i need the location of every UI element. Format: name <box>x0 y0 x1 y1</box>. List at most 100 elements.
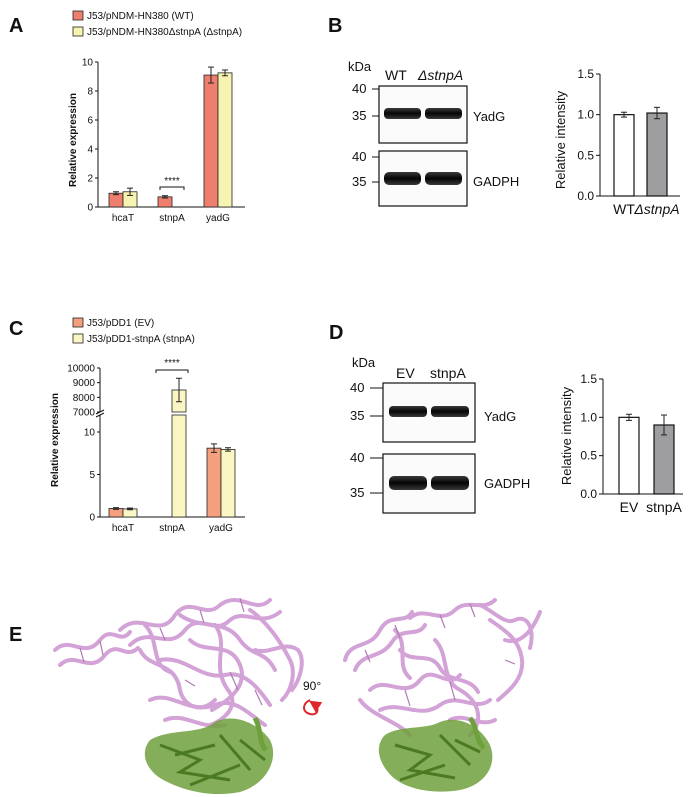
marker-35-top-b: 35 <box>352 108 366 123</box>
y-tick-label-c: 0 <box>89 513 95 524</box>
lane-label-delta-stnpa: ΔstnpA <box>417 67 463 83</box>
significance-a: **** <box>164 176 180 187</box>
y-axis-title-c: Relative expression <box>50 393 61 487</box>
legend-label-ev: J53/pDD1 (EV) <box>87 318 154 329</box>
y-axis-title-a: Relative expression <box>68 93 79 187</box>
y-tick-label-c: 10000 <box>67 364 95 375</box>
x-tick-label-a: yadG <box>206 213 230 224</box>
rna-rungs-left <box>79 597 263 706</box>
chart-a: 0 2 4 6 8 10 hcaT stnpA yadG <box>82 58 245 224</box>
y-tick-label-a: 0 <box>87 203 93 214</box>
legend-swatch-ev <box>72 317 84 328</box>
panel-letter-b: B <box>328 15 342 37</box>
bar-a <box>217 72 233 208</box>
band-gadph-delta <box>425 172 462 185</box>
panel-a: A J53/pNDM-HN380 (WT) J53/pNDM-HN380Δstn… <box>9 10 245 224</box>
panel-letter-a: A <box>9 15 23 37</box>
marker-40-top-d: 40 <box>350 380 364 395</box>
protein-label-gadph-d: GADPH <box>484 476 530 491</box>
x-tick-label-c: stnpA <box>159 523 185 534</box>
rna-structure-left <box>53 598 304 728</box>
marker-35-top-d: 35 <box>350 408 364 423</box>
y-tick-label-d: 1.0 <box>580 410 597 424</box>
chart-b: 0.0 0.5 1.0 1.5 WT ΔstnpA <box>577 67 680 217</box>
bar-c <box>206 447 222 518</box>
y-tick-label-b: 0.0 <box>577 189 594 203</box>
lane-label-ev: EV <box>396 365 415 381</box>
protein-label-yadg-b: YadG <box>473 109 505 124</box>
legend-swatch-stnpa <box>72 333 84 344</box>
marker-35-bottom-d: 35 <box>350 485 364 500</box>
legend-label-wt: J53/pNDM-HN380 (WT) <box>87 11 194 22</box>
band-gadph-wt <box>384 172 421 185</box>
x-tick-label-a: hcaT <box>112 213 134 224</box>
y-tick-label-d: 0.5 <box>580 449 597 463</box>
band-yadg-stnpa <box>431 406 469 417</box>
significance-bracket-a <box>159 186 185 190</box>
panel-c: C J53/pDD1 (EV) J53/pDD1-stnpA (stnpA) 0… <box>9 317 245 534</box>
band-gadph-stnpa <box>431 476 469 490</box>
y-axis-title-d: Relative intensity <box>559 386 574 485</box>
x-tick-label-a: stnpA <box>159 213 185 224</box>
significance-c: **** <box>164 358 180 369</box>
significance-bracket-c <box>155 369 189 373</box>
rotation-arrow-icon <box>303 699 323 716</box>
y-tick-label-a: 4 <box>87 145 93 156</box>
bar-b <box>646 112 668 197</box>
bar-d <box>618 416 640 495</box>
protein-structure-left <box>144 716 274 795</box>
panel-e: E <box>9 597 542 795</box>
axis-break-mark-c <box>95 412 105 418</box>
bar-b <box>613 114 635 197</box>
y-tick-label-b: 1.5 <box>577 67 594 81</box>
rotation-label: 90° <box>303 679 321 693</box>
y-tick-label-a: 10 <box>82 58 94 69</box>
band-yadg-wt <box>384 108 421 119</box>
band-yadg-ev <box>389 406 427 417</box>
marker-35-bottom-b: 35 <box>352 174 366 189</box>
y-axis-title-b: Relative intensity <box>553 90 568 189</box>
chart-d: 0.0 0.5 1.0 1.5 EV stnpA <box>580 372 683 515</box>
legend-label-stnpa: J53/pDD1-stnpA (stnpA) <box>87 334 195 345</box>
rna-rungs-right <box>364 603 516 707</box>
x-tick-label-c: hcaT <box>112 523 134 534</box>
bar-a <box>203 74 219 208</box>
x-tick-label-b: WT <box>613 201 635 217</box>
y-tick-label-c: 5 <box>89 470 95 481</box>
panel-letter-d: D <box>329 322 343 344</box>
protein-label-yadg-d: YadG <box>484 409 516 424</box>
panel-letter-e: E <box>9 624 22 646</box>
marker-40-top-b: 40 <box>352 81 366 96</box>
y-tick-label-d: 0.0 <box>580 487 597 501</box>
chart-c: 0 5 10 7000 8000 9000 10000 hcaT stnpA yadG <box>67 364 245 534</box>
protein-structure-right <box>378 716 493 792</box>
x-tick-label-d: EV <box>620 499 639 515</box>
y-tick-label-d: 1.5 <box>580 372 597 386</box>
bar-c <box>171 414 187 518</box>
bar-a <box>108 192 124 208</box>
bar-c <box>220 449 236 518</box>
y-tick-label-a: 2 <box>87 174 93 185</box>
x-tick-label-d: stnpA <box>646 499 682 515</box>
kda-label-b: kDa <box>348 59 372 74</box>
y-tick-label-b: 1.0 <box>577 108 594 122</box>
lane-label-wt: WT <box>385 67 407 83</box>
y-tick-label-c: 7000 <box>73 408 96 419</box>
y-tick-label-c: 10 <box>84 428 96 439</box>
legend-swatch-wt <box>72 10 84 21</box>
kda-label-d: kDa <box>352 355 376 370</box>
marker-40-bottom-d: 40 <box>350 450 364 465</box>
band-yadg-delta <box>425 108 462 119</box>
y-tick-label-a: 6 <box>87 116 93 127</box>
y-tick-label-c: 9000 <box>73 378 96 389</box>
band-gadph-ev <box>389 476 427 490</box>
panel-b: B kDa WT ΔstnpA 40 35 YadG 40 35 GADPH 0… <box>328 15 680 217</box>
legend-swatch-mutant <box>72 26 84 37</box>
panel-d: D kDa EV stnpA 40 35 YadG 40 35 GADPH 0.… <box>329 322 683 515</box>
x-tick-label-b: ΔstnpA <box>633 201 679 217</box>
panel-letter-c: C <box>9 318 23 340</box>
y-tick-label-b: 0.5 <box>577 148 594 162</box>
protein-label-gadph-b: GADPH <box>473 174 519 189</box>
y-tick-label-a: 8 <box>87 87 93 98</box>
